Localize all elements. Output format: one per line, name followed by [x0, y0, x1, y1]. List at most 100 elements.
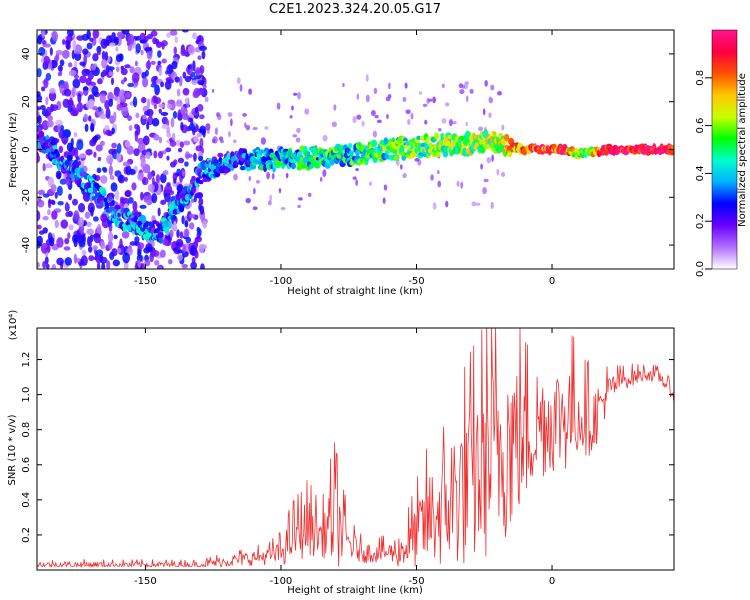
noise-cell	[191, 256, 196, 264]
trace-cell	[504, 134, 510, 142]
noise-cell	[64, 256, 72, 266]
noise-cell	[110, 182, 118, 192]
noise-cell	[121, 30, 130, 35]
noise-cell	[385, 96, 391, 102]
noise-cell	[119, 196, 125, 204]
noise-cell	[459, 89, 465, 95]
noise-cell	[104, 51, 109, 62]
colorbar-tick-label: 0.2	[695, 213, 706, 229]
noise-cell	[44, 256, 49, 265]
noise-cell	[140, 191, 144, 201]
noise-cell	[193, 135, 199, 143]
trace-cell	[404, 144, 410, 149]
colorbar-strip	[711, 29, 738, 270]
noise-cell	[194, 106, 199, 114]
noise-cell	[483, 178, 489, 183]
trace-cell	[671, 144, 674, 150]
noise-cell	[117, 247, 122, 254]
snr-panel: -150 -100 -50 0 0.2 0.4 0.6 0.8 1.0 1.2 Height of…	[7, 310, 675, 596]
noise-cell	[169, 229, 174, 238]
noise-cell	[365, 94, 370, 103]
noise-cell	[285, 172, 289, 179]
noise-cell	[59, 84, 64, 94]
trace-cell	[446, 141, 451, 147]
trace-cell	[290, 163, 296, 170]
noise-cell	[181, 263, 188, 269]
trace-cell	[178, 205, 185, 213]
noise-cell	[181, 215, 185, 225]
noise-cell	[71, 49, 75, 60]
noise-cell	[62, 39, 66, 46]
noise-cell	[252, 206, 258, 211]
noise-cell	[161, 58, 167, 64]
noise-cell	[115, 46, 119, 52]
noise-cell	[113, 111, 117, 122]
noise-cell	[500, 171, 506, 177]
noise-cell	[194, 250, 199, 259]
noise-cell	[126, 145, 134, 155]
noise-cell	[93, 233, 101, 244]
noise-cell	[139, 204, 147, 209]
noise-cell	[47, 176, 55, 188]
noise-cell	[105, 108, 111, 119]
noise-cell	[38, 46, 46, 56]
noise-cell	[86, 42, 93, 50]
noise-cell	[414, 158, 420, 162]
noise-cell	[42, 215, 49, 221]
noise-cell	[233, 173, 238, 181]
noise-cell	[76, 103, 81, 110]
y-tick-label: -40	[21, 237, 32, 253]
colorbar-tick-label: 0.0	[695, 261, 706, 277]
noise-cell	[37, 94, 43, 103]
noise-cell	[87, 202, 95, 214]
noise-cell	[167, 99, 175, 105]
trace-cell	[123, 207, 130, 213]
noise-cell	[188, 222, 195, 230]
trace-cell	[87, 187, 94, 194]
noise-cell	[147, 183, 155, 193]
noise-cell	[197, 103, 204, 112]
noise-cell	[173, 247, 178, 252]
noise-cell	[480, 163, 483, 170]
noise-cell	[484, 79, 488, 87]
noise-cell	[157, 60, 162, 65]
noise-cell	[172, 172, 178, 182]
noise-cell	[73, 253, 77, 264]
noise-cell	[482, 186, 487, 195]
noise-cell	[99, 113, 107, 120]
noise-cell	[140, 263, 146, 269]
noise-cell	[78, 217, 85, 227]
trace-cell	[79, 167, 84, 173]
noise-cell	[179, 141, 185, 148]
noise-cell	[432, 96, 436, 104]
noise-cell	[157, 207, 161, 217]
snr-plot-area	[37, 328, 674, 570]
noise-cell	[122, 252, 131, 264]
y-tick-label: 40	[21, 48, 32, 61]
noise-cell	[157, 150, 163, 159]
noise-cell	[55, 49, 64, 56]
noise-cell	[73, 132, 78, 138]
noise-cell	[182, 71, 187, 79]
noise-cell	[87, 70, 94, 81]
noise-cell	[112, 259, 121, 267]
noise-cell	[422, 103, 428, 107]
noise-cell	[151, 117, 160, 127]
noise-cell	[456, 180, 460, 187]
noise-cell	[123, 261, 129, 269]
noise-cell	[198, 197, 204, 206]
noise-cell	[72, 234, 78, 244]
noise-cell	[96, 51, 101, 56]
noise-cell	[71, 86, 76, 98]
noise-cell	[73, 210, 80, 221]
noise-cell	[146, 98, 151, 109]
noise-cell	[333, 104, 337, 111]
noise-cell	[120, 68, 128, 76]
trace-cell	[347, 143, 353, 149]
noise-cell	[215, 112, 221, 118]
noise-cell	[115, 66, 120, 73]
noise-cell	[48, 199, 56, 204]
noise-cell	[227, 112, 233, 117]
noise-cell	[245, 197, 251, 204]
noise-cell	[108, 71, 114, 77]
